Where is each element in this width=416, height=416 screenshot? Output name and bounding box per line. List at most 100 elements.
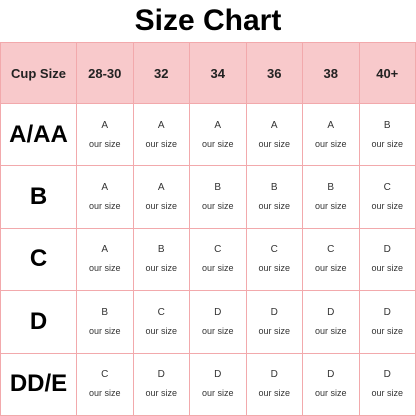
our-size-label: our size [145, 388, 177, 399]
our-size-label: our size [314, 138, 347, 149]
our-size-label: our size [201, 201, 234, 212]
size-letter: D [270, 369, 278, 381]
size-letter: A [101, 119, 109, 131]
our-size-label: our size [314, 263, 347, 274]
our-size-label: our size [371, 138, 403, 149]
size-letter: A [214, 119, 222, 131]
column-header-cup-size: Cup Size [0, 42, 77, 104]
our-size-label: our size [258, 263, 290, 274]
our-size-label: our size [258, 138, 290, 149]
our-size-label: our size [201, 388, 234, 399]
header-row: Cup Size 28-30 32 34 36 38 40+ [0, 42, 416, 104]
size-letter: B [101, 306, 109, 318]
size-letter: D [214, 306, 222, 318]
our-size-label: our size [258, 201, 290, 212]
size-letter: B [327, 182, 335, 194]
page-title: Size Chart [134, 4, 282, 37]
row-header-cup-size: D [0, 290, 77, 354]
our-size-label: our size [201, 325, 234, 336]
size-letter: A [157, 182, 165, 194]
column-header-band: 32 [132, 42, 190, 104]
row-header-cup-size: DD/E [0, 352, 77, 416]
our-size-label: our size [145, 263, 177, 274]
our-size-label: our size [88, 201, 121, 212]
our-size-label: our size [88, 325, 121, 336]
our-size-label: our size [314, 325, 347, 336]
size-letter: D [270, 306, 278, 318]
column-header-band: 40+ [358, 42, 416, 104]
size-letter: D [383, 306, 391, 318]
size-letter: B [383, 119, 391, 131]
size-letter: B [214, 182, 222, 194]
size-letter: C [327, 244, 335, 256]
column-header-band: 34 [189, 42, 247, 104]
size-letter: D [214, 369, 222, 381]
size-letter: D [383, 244, 391, 256]
column-header-band: 36 [245, 42, 303, 104]
our-size-label: our size [201, 263, 234, 274]
size-letter: C [214, 244, 222, 256]
row-header-cup-size: C [0, 227, 77, 292]
our-size-label: our size [88, 388, 121, 399]
our-size-label: our size [145, 325, 177, 336]
our-size-label: our size [371, 388, 403, 399]
our-size-label: our size [371, 325, 403, 336]
size-letter: C [383, 182, 391, 194]
our-size-label: our size [145, 138, 177, 149]
our-size-label: our size [258, 388, 290, 399]
our-size-label: our size [88, 138, 121, 149]
size-letter: A [157, 119, 165, 131]
size-letter: D [383, 369, 391, 381]
size-letter: B [157, 244, 165, 256]
column-header-band: 38 [302, 42, 360, 104]
our-size-label: our size [145, 201, 177, 212]
size-letter: D [327, 369, 335, 381]
our-size-label: our size [371, 201, 403, 212]
size-letter: A [270, 119, 278, 131]
our-size-label: our size [258, 325, 290, 336]
size-letter: B [270, 182, 278, 194]
size-letter: D [327, 306, 335, 318]
size-letter: C [101, 369, 109, 381]
our-size-label: our size [371, 263, 403, 274]
size-letter: C [270, 244, 278, 256]
our-size-label: our size [88, 263, 121, 274]
row-header-cup-size: A/AA [0, 102, 77, 167]
row-header-cup-size: B [0, 165, 77, 229]
size-letter: A [101, 244, 109, 256]
